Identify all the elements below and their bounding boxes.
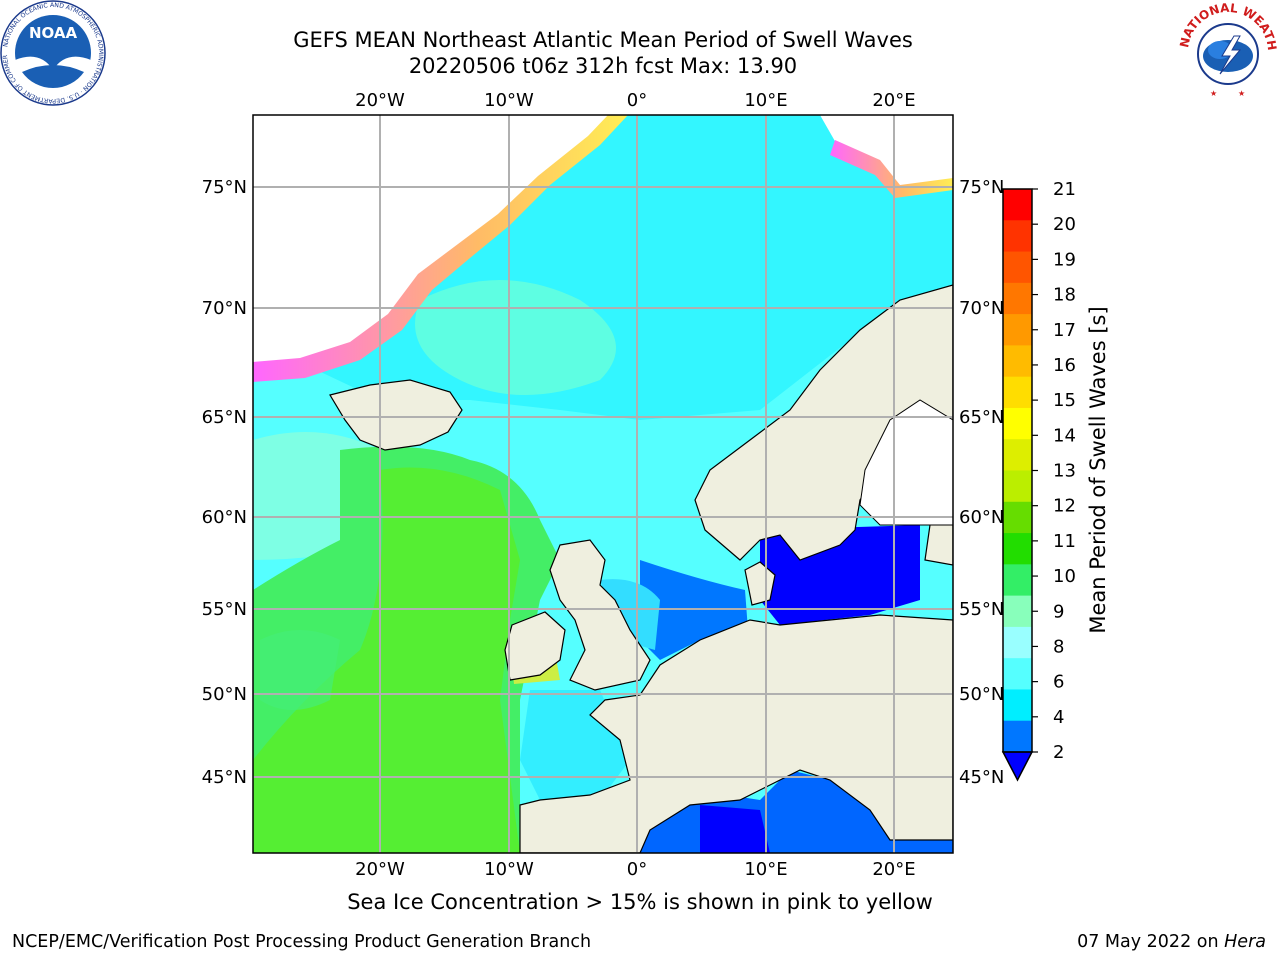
footer-host: Hera xyxy=(1224,932,1266,952)
colorbar-tick-label: 15 xyxy=(1053,390,1076,411)
colorbar-tick-label: 8 xyxy=(1053,636,1064,657)
colorbar-tick-label: 18 xyxy=(1053,285,1076,306)
lat-label-right: 60°N xyxy=(959,507,1004,528)
lat-label-left: 55°N xyxy=(202,599,247,620)
lon-label-bottom: 0° xyxy=(627,859,647,880)
colorbar-tick-label: 21 xyxy=(1053,179,1076,200)
map-field xyxy=(253,115,953,853)
colorbar-tick-label: 11 xyxy=(1053,531,1076,552)
lat-label-left: 50°N xyxy=(202,684,247,705)
lat-label-right: 55°N xyxy=(959,599,1004,620)
colorbar-tick-label: 4 xyxy=(1053,707,1064,728)
svg-text:★: ★ xyxy=(1238,89,1245,98)
colorbar-tick-label: 19 xyxy=(1053,249,1076,270)
lat-label-left: 45°N xyxy=(202,767,247,788)
colorbar-segment xyxy=(1003,407,1032,440)
colorbar-segment xyxy=(1003,345,1032,378)
lat-label-right: 45°N xyxy=(959,767,1004,788)
colorbar-segment xyxy=(1003,251,1032,284)
footer-branch: NCEP/EMC/Verification Post Processing Pr… xyxy=(12,932,592,952)
colorbar-segment xyxy=(1003,189,1032,221)
lat-label-right: 70°N xyxy=(959,298,1004,319)
colorbar-tick-label: 6 xyxy=(1053,672,1064,693)
lat-label-left: 75°N xyxy=(202,177,247,198)
lat-label-right: 50°N xyxy=(959,684,1004,705)
colorbar-tick-label: 10 xyxy=(1053,566,1076,587)
lat-label-left: 70°N xyxy=(202,298,247,319)
nws-logo: NATIONAL WEATHER SERVICE ★ ★ xyxy=(1176,0,1279,102)
colorbar-segment xyxy=(1003,282,1032,315)
footer-date-text: 07 May 2022 on xyxy=(1077,932,1225,952)
colorbar-tick-label: 2 xyxy=(1053,742,1064,763)
colorbar-segment xyxy=(1003,533,1032,565)
colorbar-tick-label: 20 xyxy=(1053,214,1076,235)
lat-label-left: 60°N xyxy=(202,507,247,528)
colorbar-segment xyxy=(1003,220,1032,253)
lon-label-bottom: 20°W xyxy=(355,859,405,880)
colorbar-segment xyxy=(1003,439,1032,471)
chart-title: GEFS MEAN Northeast Atlantic Mean Period… xyxy=(293,28,913,52)
noaa-logo-text: NOAA xyxy=(29,24,78,42)
lon-label-bottom: 20°E xyxy=(872,859,915,880)
lon-label-bottom: 10°W xyxy=(484,859,534,880)
colorbar-segment xyxy=(1003,658,1032,690)
noaa-logo: NATIONAL OCEANIC AND ATMOSPHERIC ADMINIS… xyxy=(0,0,106,106)
sea-ice-caption: Sea Ice Concentration > 15% is shown in … xyxy=(347,890,933,914)
colorbar-extend-arrow xyxy=(1001,751,1034,782)
colorbar-tick-label: 17 xyxy=(1053,320,1076,341)
colorbar-tick-label: 14 xyxy=(1053,425,1076,446)
footer-date: 07 May 2022 on Hera xyxy=(1077,932,1266,952)
colorbar: 21 20 19 18 17 16 15 14 13 12 11 10 9 8 6 4 2 xyxy=(1001,179,1076,782)
colorbar-segment xyxy=(1003,501,1032,534)
svg-text:★: ★ xyxy=(1210,89,1217,98)
colorbar-segment xyxy=(1003,314,1032,346)
lat-label-right: 65°N xyxy=(959,407,1004,428)
lon-label-top: 20°E xyxy=(872,90,915,111)
colorbar-segment xyxy=(1003,720,1032,753)
colorbar-segment xyxy=(1003,564,1032,597)
colorbar-segment xyxy=(1003,689,1032,722)
colorbar-tick-label: 16 xyxy=(1053,355,1076,376)
lat-label-left: 65°N xyxy=(202,407,247,428)
colorbar-tick-label: 13 xyxy=(1053,461,1076,482)
map-grid: 20°W 20°W 10°W 10°W 0° 0° 10°E 10°E 20°E 20°E 75°N… xyxy=(202,90,1005,880)
colorbar-segment xyxy=(1003,595,1032,628)
colorbar-segment xyxy=(1003,376,1032,409)
lat-label-right: 75°N xyxy=(959,177,1004,198)
lon-label-top: 0° xyxy=(627,90,647,111)
lon-label-top: 10°W xyxy=(484,90,534,111)
colorbar-segment xyxy=(1003,626,1032,659)
colorbar-segment xyxy=(1003,470,1032,503)
colorbar-tick-label: 12 xyxy=(1053,496,1076,517)
lon-label-top: 10°E xyxy=(744,90,787,111)
lon-label-top: 20°W xyxy=(355,90,405,111)
colorbar-tick-label: 9 xyxy=(1053,601,1064,622)
map-frame xyxy=(252,114,954,854)
chart-subtitle: 20220506 t06z 312h fcst Max: 13.90 xyxy=(408,54,798,78)
lon-label-bottom: 10°E xyxy=(744,859,787,880)
colorbar-label: Mean Period of Swell Waves [s] xyxy=(1086,306,1110,633)
